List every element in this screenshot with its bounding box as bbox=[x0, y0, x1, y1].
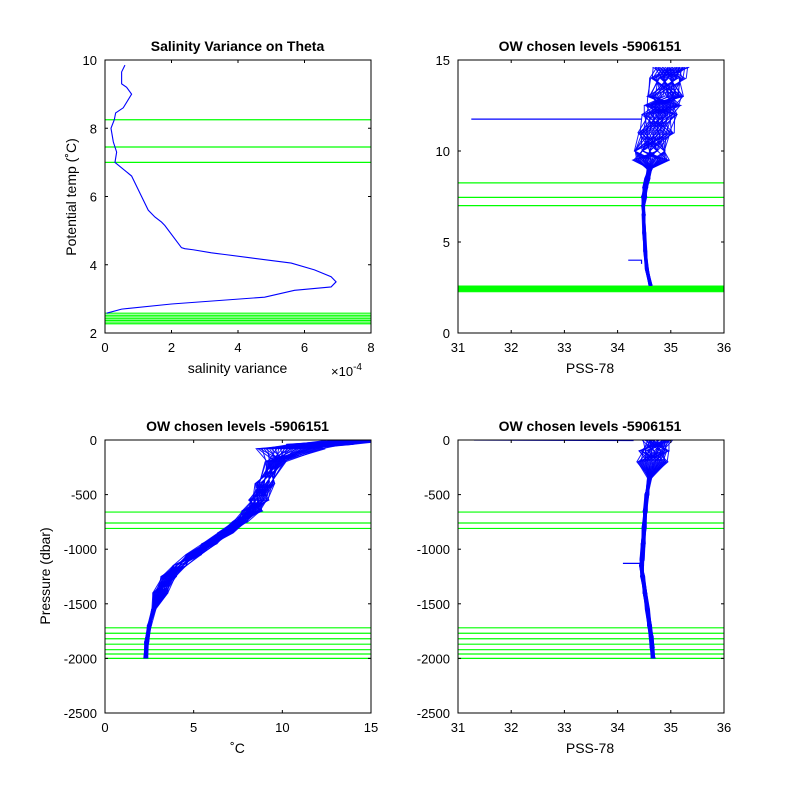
x-tick-labels: 0 5 10 15 bbox=[101, 720, 378, 735]
y-tick-label: 4 bbox=[90, 258, 97, 273]
y-tick-label: -1000 bbox=[417, 542, 450, 557]
y-tick-label: -500 bbox=[71, 488, 97, 503]
outlier-profile-line bbox=[628, 259, 643, 264]
y-tick-labels: 2 4 6 8 10 bbox=[83, 53, 97, 341]
x-tick-label: 6 bbox=[301, 340, 308, 355]
x-tick-labels: 31 32 33 34 35 36 bbox=[451, 720, 731, 735]
x-tick-labels: 31 32 33 34 35 36 bbox=[451, 340, 731, 355]
y-tick-label: -2000 bbox=[417, 651, 450, 666]
x-tick-label: 0 bbox=[101, 340, 108, 355]
x-axis-exponent-power: -4 bbox=[353, 362, 362, 373]
plot-area bbox=[104, 59, 372, 334]
profile-line bbox=[143, 440, 330, 659]
x-tick-label: 31 bbox=[451, 340, 465, 355]
x-tick-label: 34 bbox=[610, 720, 624, 735]
y-tick-label: -1000 bbox=[64, 542, 97, 557]
panel-title: OW chosen levels -5906151 bbox=[499, 38, 682, 54]
profile-line bbox=[638, 66, 689, 286]
y-tick-labels: 0 -500 -1000 -1500 -2000 -2500 bbox=[417, 433, 450, 721]
data-layer bbox=[458, 66, 724, 293]
y-tick-label: 10 bbox=[83, 53, 97, 68]
data-layer bbox=[105, 440, 371, 660]
x-tick-label: 2 bbox=[168, 340, 175, 355]
profile-line bbox=[640, 440, 666, 659]
x-tick-label: 36 bbox=[717, 720, 731, 735]
x-tick-label: 31 bbox=[451, 720, 465, 735]
x-tick-label: 33 bbox=[557, 340, 571, 355]
axes-box bbox=[457, 439, 725, 714]
x-tick-label: 35 bbox=[664, 720, 678, 735]
y-tick-label: -2000 bbox=[64, 651, 97, 666]
series-line bbox=[106, 64, 337, 314]
y-tick-label: 8 bbox=[90, 121, 97, 136]
x-axis-label: PSS-78 bbox=[566, 740, 614, 756]
y-tick-label: -500 bbox=[424, 488, 450, 503]
y-tick-label: 10 bbox=[436, 144, 450, 159]
x-tick-label: 5 bbox=[190, 720, 197, 735]
x-tick-label: 8 bbox=[367, 340, 374, 355]
panel-salinity-variance: Salinity Variance on Theta salinity vari… bbox=[63, 38, 375, 379]
x-tick-label: 0 bbox=[101, 720, 108, 735]
y-tick-label: 0 bbox=[90, 433, 97, 448]
panel-salinity-pressure: OW chosen levels -5906151 PSS-78 31 32 33 3… bbox=[417, 418, 731, 756]
outlier-profile-line bbox=[622, 562, 641, 568]
y-tick-label: 0 bbox=[443, 433, 450, 448]
x-tick-label: 32 bbox=[504, 340, 518, 355]
y-tick-label: -2500 bbox=[417, 706, 450, 721]
x-tick-label: 10 bbox=[275, 720, 289, 735]
x-tick-label: 34 bbox=[610, 340, 624, 355]
plot-area bbox=[104, 439, 372, 714]
x-axis-label: salinity variance bbox=[188, 360, 288, 376]
x-tick-label: 35 bbox=[664, 340, 678, 355]
panel-title: OW chosen levels -5906151 bbox=[146, 418, 329, 434]
plot-area bbox=[457, 59, 725, 334]
y-tick-label: 5 bbox=[443, 235, 450, 250]
y-tick-labels: 0 5 10 15 bbox=[436, 53, 450, 341]
profile-line bbox=[639, 440, 671, 659]
y-tick-label: 6 bbox=[90, 190, 97, 205]
panel-title: OW chosen levels -5906151 bbox=[499, 418, 682, 434]
y-tick-labels: 0 -500 -1000 -1500 -2000 -2500 bbox=[64, 433, 97, 721]
panel-salinity-theta: OW chosen levels -5906151 PSS-78 31 32 33 3… bbox=[436, 38, 732, 376]
y-tick-label: 15 bbox=[436, 53, 450, 68]
y-tick-label: 0 bbox=[443, 326, 450, 341]
x-tick-label: 33 bbox=[557, 720, 571, 735]
profile-line bbox=[634, 67, 683, 286]
x-tick-label: 32 bbox=[504, 720, 518, 735]
x-axis-label: PSS-78 bbox=[566, 360, 614, 376]
axes-box bbox=[457, 59, 725, 334]
x-axis-label: ˚C bbox=[230, 740, 245, 756]
x-tick-labels: 0 2 4 6 8 bbox=[101, 340, 374, 355]
x-tick-label: 36 bbox=[717, 340, 731, 355]
x-tick-label: 4 bbox=[234, 340, 241, 355]
y-axis-label: Pressure (dbar) bbox=[37, 527, 53, 624]
y-axis-label: Potential temp (˚C) bbox=[63, 138, 79, 255]
plot-area bbox=[457, 439, 725, 714]
y-tick-label: -1500 bbox=[417, 597, 450, 612]
y-tick-label: 2 bbox=[90, 326, 97, 341]
x-axis-exponent: ×10-4 bbox=[331, 362, 362, 379]
x-tick-label: 15 bbox=[364, 720, 378, 735]
x-axis-exponent-base: ×10 bbox=[331, 364, 353, 379]
panel-title: Salinity Variance on Theta bbox=[151, 38, 325, 54]
data-layer bbox=[105, 64, 371, 325]
panel-temperature-pressure: OW chosen levels -5906151 ˚C Pressure (d… bbox=[37, 418, 378, 756]
y-tick-label: -2500 bbox=[64, 706, 97, 721]
data-layer bbox=[458, 440, 724, 660]
axes-box bbox=[104, 439, 372, 714]
y-tick-label: -1500 bbox=[64, 597, 97, 612]
